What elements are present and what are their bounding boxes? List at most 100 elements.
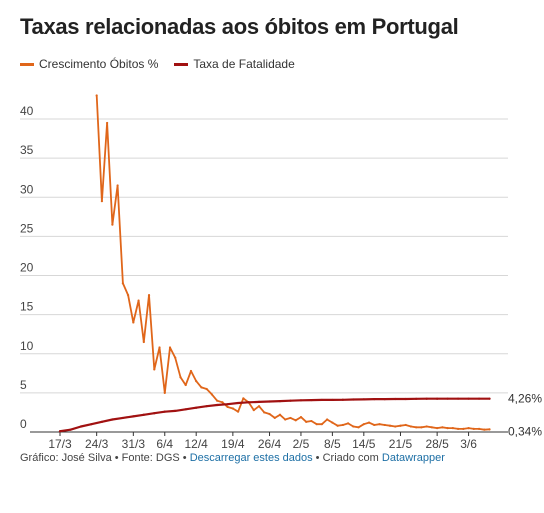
- data-point-crescimento: [168, 346, 172, 349]
- x-tick-label: 3/6: [460, 437, 477, 450]
- data-point-fatalidade: [153, 412, 156, 415]
- data-point-fatalidade: [352, 398, 355, 401]
- data-point-crescimento: [367, 421, 371, 424]
- x-tick-label: 19/4: [221, 437, 245, 450]
- data-point-fatalidade: [404, 397, 407, 401]
- y-tick-label: 35: [20, 143, 34, 157]
- data-point-crescimento: [289, 416, 292, 420]
- x-tick-label: 24/3: [85, 437, 109, 450]
- data-point-crescimento: [299, 416, 303, 419]
- data-point-crescimento: [142, 340, 145, 344]
- x-tick-label: 14/5: [352, 437, 376, 450]
- data-point-crescimento: [383, 423, 386, 427]
- y-tick-label: 30: [20, 182, 34, 196]
- data-point-fatalidade: [299, 399, 303, 402]
- data-point-crescimento: [357, 426, 360, 429]
- data-point-crescimento: [425, 425, 428, 428]
- data-point-crescimento: [399, 424, 402, 427]
- data-point-crescimento: [420, 426, 423, 429]
- x-tick-label: 6/4: [156, 437, 173, 450]
- data-point-crescimento: [153, 368, 156, 371]
- data-point-fatalidade: [111, 418, 114, 421]
- data-point-fatalidade: [163, 410, 166, 413]
- data-point-crescimento: [210, 393, 214, 396]
- data-point-crescimento: [273, 416, 276, 420]
- data-point-fatalidade: [383, 398, 386, 401]
- legend-item-crescimento: Crescimento Óbitos %: [20, 57, 158, 71]
- data-point-crescimento: [305, 420, 308, 423]
- data-point-fatalidade: [341, 398, 344, 401]
- x-tick-label: 2/5: [293, 437, 310, 450]
- data-point-fatalidade: [121, 416, 124, 420]
- data-point-crescimento: [137, 299, 140, 302]
- x-tick-label: 17/3: [48, 437, 72, 450]
- data-point-crescimento: [326, 418, 329, 421]
- data-point-fatalidade: [446, 397, 449, 400]
- data-point-crescimento: [362, 423, 365, 426]
- y-tick-label: 20: [20, 261, 34, 275]
- y-tick-label: 10: [20, 339, 34, 353]
- data-point-crescimento: [451, 426, 454, 430]
- data-point-crescimento: [331, 421, 334, 424]
- data-point-fatalidade: [132, 415, 135, 418]
- end-label-fatalidade: 4,26%: [508, 392, 542, 406]
- data-point-crescimento: [268, 412, 271, 416]
- data-point-crescimento: [284, 418, 287, 421]
- data-point-crescimento: [257, 405, 261, 408]
- x-tick-label: 12/4: [185, 437, 209, 450]
- download-data-link[interactable]: Descarregar estes dados: [189, 452, 313, 464]
- data-point-crescimento: [179, 376, 182, 379]
- data-point-crescimento: [200, 386, 203, 389]
- data-point-crescimento: [404, 423, 407, 427]
- data-point-crescimento: [467, 426, 470, 430]
- data-point-crescimento: [341, 423, 344, 427]
- data-point-fatalidade: [268, 400, 271, 403]
- y-tick-label: 0: [20, 417, 27, 431]
- data-point-fatalidade: [320, 398, 324, 402]
- data-point-crescimento: [294, 419, 297, 422]
- data-point-crescimento: [336, 424, 339, 427]
- data-point-crescimento: [158, 346, 161, 349]
- data-point-crescimento: [436, 426, 439, 430]
- data-point-crescimento: [278, 413, 282, 416]
- x-tick-label: 21/5: [389, 437, 413, 450]
- data-point-fatalidade: [310, 398, 313, 402]
- data-point-fatalidade: [184, 408, 187, 411]
- y-tick-label: 40: [20, 104, 34, 118]
- data-point-fatalidade: [58, 430, 62, 433]
- legend-swatch-crescimento: [20, 62, 34, 66]
- legend-swatch-fatalidade: [174, 62, 189, 66]
- data-point-crescimento: [242, 397, 245, 400]
- data-point-fatalidade: [436, 397, 439, 400]
- data-point-fatalidade: [456, 397, 460, 400]
- data-point-crescimento: [231, 407, 234, 410]
- data-point-crescimento: [236, 410, 240, 413]
- x-tick-label: 31/3: [122, 437, 146, 450]
- data-point-crescimento: [221, 401, 224, 404]
- data-point-fatalidade: [205, 405, 208, 408]
- data-point-fatalidade: [69, 428, 72, 431]
- data-point-crescimento: [111, 223, 114, 226]
- data-point-crescimento: [121, 282, 124, 285]
- data-point-fatalidade: [394, 397, 397, 401]
- legend-label-fatalidade: Taxa de Fatalidade: [193, 57, 295, 71]
- series-line-fatalidade: [58, 397, 491, 433]
- datawrapper-link[interactable]: Datawrapper: [381, 452, 445, 464]
- series-line-crescimento: [95, 94, 491, 431]
- data-point-crescimento: [174, 356, 177, 359]
- data-point-crescimento: [409, 425, 413, 428]
- data-point-fatalidade: [477, 397, 481, 400]
- data-point-crescimento: [320, 423, 324, 426]
- data-point-crescimento: [315, 423, 318, 426]
- data-point-crescimento: [132, 321, 135, 324]
- data-point-fatalidade: [90, 423, 93, 426]
- data-point-crescimento: [195, 380, 198, 383]
- data-point-fatalidade: [174, 409, 177, 412]
- data-point-fatalidade: [247, 401, 250, 404]
- data-point-crescimento: [373, 423, 376, 427]
- data-point-crescimento: [263, 411, 266, 414]
- chart-footer: Gráfico: José Silva • Fonte: DGS • Desca…: [20, 452, 445, 464]
- data-point-crescimento: [226, 405, 229, 409]
- data-point-crescimento: [126, 293, 130, 297]
- data-point-crescimento: [441, 426, 444, 429]
